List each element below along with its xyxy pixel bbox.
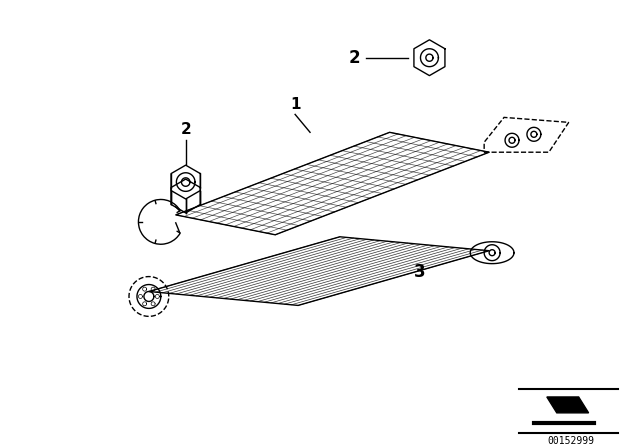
Text: 2: 2 — [349, 49, 360, 67]
Text: 1: 1 — [290, 97, 300, 112]
Polygon shape — [547, 397, 589, 413]
Text: 2: 2 — [180, 122, 191, 137]
Text: 3: 3 — [413, 263, 426, 280]
Text: 00152999: 00152999 — [547, 436, 594, 446]
